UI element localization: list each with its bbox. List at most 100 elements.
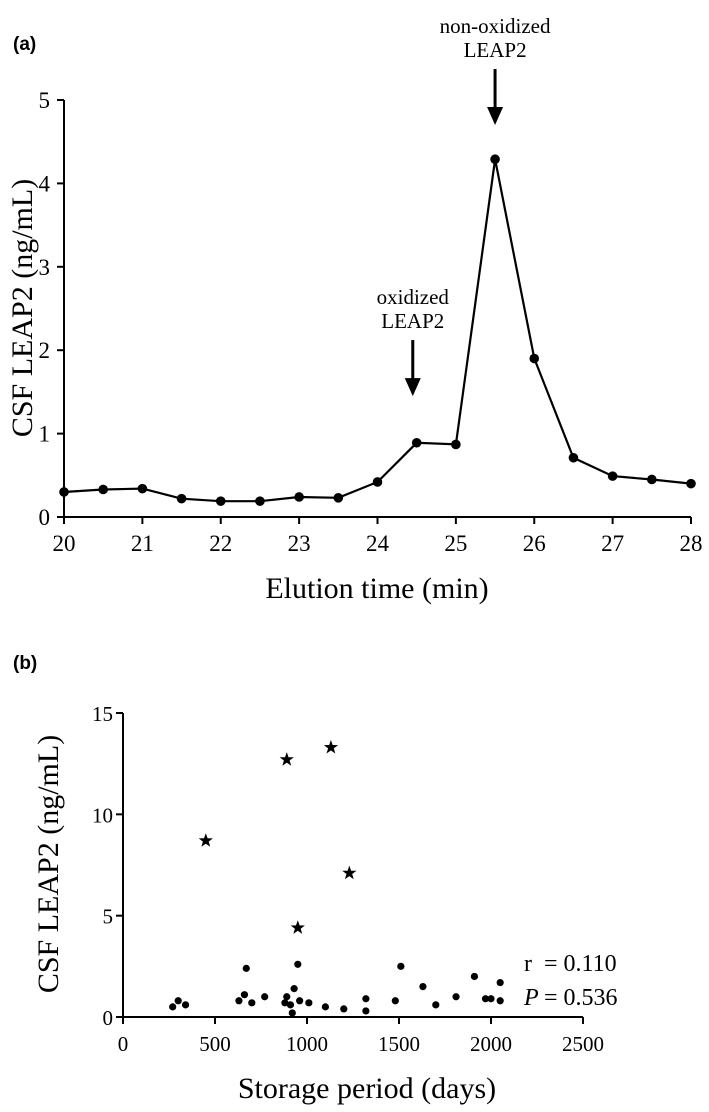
panel-b-x-tick-label: 1000	[286, 1032, 328, 1056]
panel-a-y-axis-title: CSF LEAP2 (ng/mL)	[6, 179, 39, 437]
panel-b-dot-point	[362, 995, 370, 1003]
panel-a-x-tick-label: 24	[366, 531, 390, 556]
panel-b-dot-point	[286, 1001, 295, 1009]
panel-b-dot-point	[240, 991, 249, 999]
panel-b-dot-point	[397, 962, 405, 970]
panel-b-dot-point	[419, 983, 427, 991]
panel-b-dot-point	[481, 995, 490, 1003]
panel-b-y-tick-label: 10	[92, 803, 113, 827]
panel-b-dot-point	[281, 999, 289, 1007]
panel-a-series-line	[63, 158, 692, 503]
panel-b-ticks: 0 5 10 15 0 500 1000 1500 2000 2500	[92, 702, 604, 1056]
panel-a-data-point	[333, 493, 344, 503]
annotation-oxidized-text: oxidized	[377, 285, 450, 309]
panel-a-data-point	[176, 493, 187, 504]
panel-a-y-tick-label: 3	[39, 255, 51, 280]
panel-b: (b) 0 5 10 15 0 500 1000 1500 2000 2500 Storage p…	[13, 653, 618, 1105]
panel-a-label: (a)	[13, 34, 36, 55]
panel-a-data-point	[98, 484, 108, 495]
panel-a-series	[59, 154, 696, 506]
panel-b-dot-point	[288, 1009, 296, 1017]
panel-a-data-point	[529, 353, 540, 364]
panel-b-star-point	[198, 833, 213, 847]
panel-b-x-tick-label: 0	[118, 1032, 129, 1056]
panel-b-dot-point	[296, 997, 304, 1005]
panel-b-dot-point	[283, 993, 291, 1001]
panel-b-dot-point	[242, 964, 250, 972]
panel-b-dot-point	[235, 997, 243, 1005]
arrow-down-icon	[404, 378, 421, 397]
panel-b-dot-point	[321, 1003, 329, 1011]
panel-b-x-tick-label: 2500	[562, 1032, 604, 1056]
panel-a-y-tick-label: 4	[39, 171, 51, 196]
arrow-down-icon	[487, 107, 504, 126]
panel-b-dot-point	[174, 997, 182, 1005]
panel-a-data-point	[294, 492, 304, 502]
panel-b-dot-point	[391, 997, 399, 1005]
panel-b-star-point	[323, 740, 339, 754]
panel-a-x-tick-label: 25	[444, 531, 467, 556]
stat-p-value: = 0.536	[544, 985, 618, 1011]
annotation-oxidized-text: LEAP2	[381, 309, 444, 333]
panel-b-y-tick-label: 5	[103, 905, 114, 929]
panel-a-data-point	[411, 437, 422, 448]
panel-a-x-tick-label: 21	[131, 531, 154, 556]
panel-b-dot-point	[496, 978, 504, 987]
panel-b-dot-point	[181, 1001, 190, 1009]
panel-b-star-point	[342, 865, 357, 880]
panel-a-y-tick-label: 5	[39, 88, 51, 113]
panel-b-dot-point	[169, 1003, 177, 1011]
panel-b-axes	[122, 713, 583, 1018]
panel-a-data-point	[647, 474, 657, 485]
panel-a-data-point	[372, 477, 383, 487]
panel-b-star-point	[290, 920, 305, 934]
panel-b-dot-point	[248, 999, 256, 1007]
annotation-non-oxidized-text: non-oxidized	[440, 14, 551, 38]
panel-b-y-tick-label: 15	[92, 702, 113, 726]
panel-a-data-point	[686, 478, 696, 489]
panel-b-dot-point	[294, 960, 302, 968]
panel-b-label: (b)	[13, 653, 37, 674]
panel-b-dot-point	[340, 1005, 348, 1013]
panel-a-data-point	[490, 154, 500, 165]
panel-a-x-axis-title: Elution time (min)	[265, 572, 488, 605]
panel-b-dot-point	[432, 1001, 440, 1009]
panel-a-data-point	[607, 471, 618, 481]
panel-b-x-tick-label: 2000	[470, 1032, 512, 1056]
panel-b-dot-point	[305, 999, 313, 1007]
panel-b-x-axis-title: Storage period (days)	[238, 1072, 496, 1105]
panel-b-dot-point	[470, 972, 479, 981]
panel-a-x-tick-label: 26	[523, 531, 546, 556]
panel-a-data-point	[568, 452, 579, 463]
panel-a-x-tick-label: 28	[680, 531, 703, 556]
stat-p-label: P	[523, 985, 539, 1011]
panel-b-stats: r = 0.110 P = 0.536	[523, 951, 618, 1011]
stat-r-label: r	[524, 951, 532, 977]
panel-b-dot-point	[290, 985, 298, 993]
panel-a-data-point	[255, 496, 265, 506]
panel-b-dot-point	[452, 993, 460, 1001]
stat-r-value: = 0.110	[544, 951, 617, 977]
panel-b-dot-point	[362, 1007, 370, 1015]
panel-b-y-tick-label: 0	[103, 1006, 114, 1030]
panel-a-y-tick-label: 2	[39, 338, 51, 363]
annotation-non-oxidized-text: LEAP2	[464, 38, 527, 62]
panel-a-x-tick-label: 27	[601, 531, 624, 556]
panel-a-data-point	[215, 496, 226, 506]
panel-b-series	[169, 740, 504, 1017]
panel-b-star-point	[279, 752, 294, 766]
panel-b-y-axis-title: CSF LEAP2 (ng/mL)	[32, 735, 65, 993]
panel-a-x-tick-label: 22	[209, 531, 232, 556]
panel-a-x-tick-label: 23	[288, 531, 311, 556]
panel-b-dot-point	[261, 993, 269, 1001]
panel-b-x-tick-label: 500	[199, 1032, 231, 1056]
panel-a-y-tick-label: 0	[39, 505, 51, 530]
panel-a-data-point	[137, 483, 148, 494]
panel-a-data-point	[59, 487, 69, 497]
panel-b-x-tick-label: 1500	[378, 1032, 420, 1056]
panel-a-y-tick-label: 1	[39, 422, 51, 447]
